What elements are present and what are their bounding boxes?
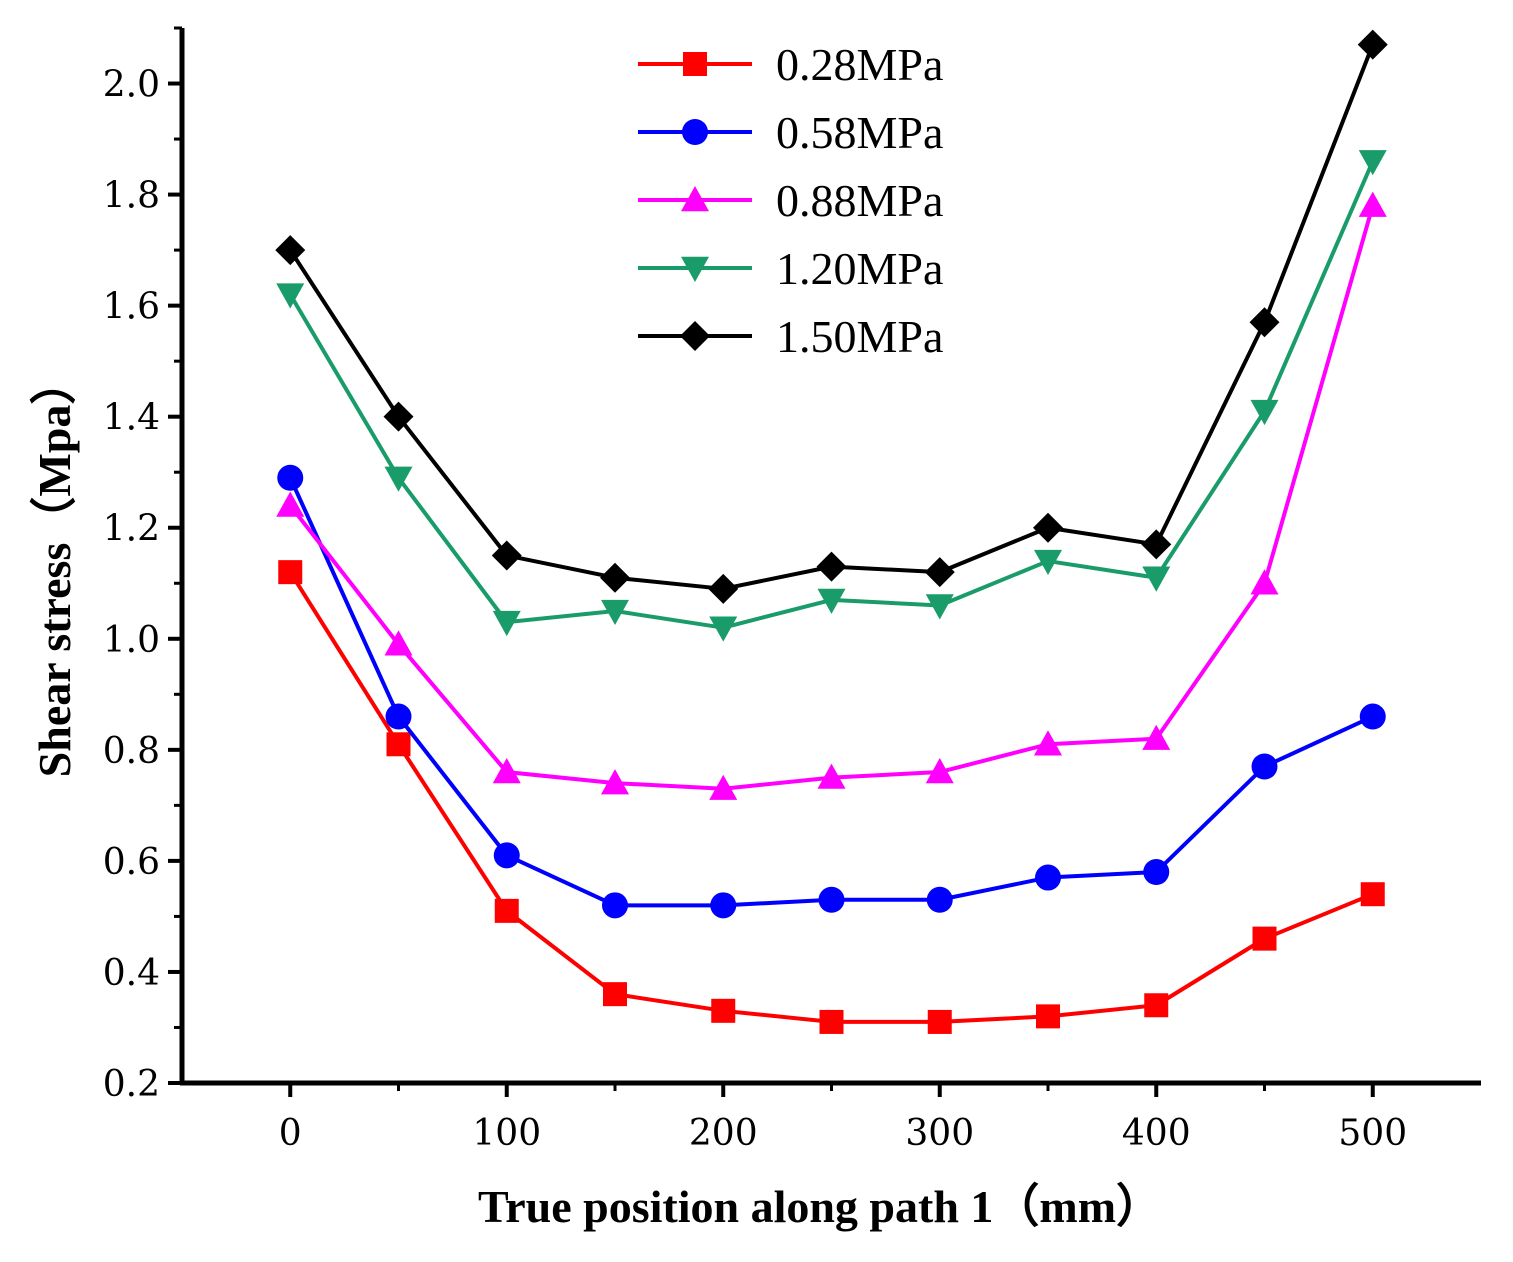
x-tick-label: 400 [1122, 1113, 1191, 1154]
data-point [1357, 29, 1388, 60]
y-tick-label: 2.0 [103, 65, 160, 106]
x-axis-title: True position along path 1（mm） [478, 1181, 1162, 1232]
data-point [386, 732, 411, 757]
data-point [927, 1009, 952, 1034]
data-point [1033, 512, 1063, 543]
data-point [493, 842, 520, 869]
x-tick-label: 0 [279, 1113, 302, 1154]
y-tick-label: 0.6 [103, 842, 160, 883]
legend-marker [682, 119, 708, 145]
x-tick-label: 200 [689, 1113, 758, 1154]
legend-label: 1.20MPa [776, 243, 943, 294]
x-tick-label: 300 [905, 1113, 974, 1154]
legend-marker [681, 256, 709, 282]
data-point [1142, 566, 1171, 592]
x-tick-label: 100 [472, 1113, 541, 1154]
data-point [1358, 150, 1387, 176]
data-point [1358, 191, 1387, 217]
ticks: 0 100 200 300 400 500 0.2 0.4 0.6 0.8 1.0 1.2 1.4 1.6… [103, 26, 1407, 1154]
legend-label: 1.50MPa [776, 311, 943, 362]
data-point [601, 769, 629, 795]
legend-label: 0.88MPa [776, 175, 943, 226]
data-point [710, 892, 737, 919]
series-0.28MPa [278, 560, 1385, 1034]
series-0.58MPa [277, 464, 1386, 919]
data-point [925, 758, 954, 784]
y-tick-label: 1.6 [103, 287, 160, 328]
data-point [1359, 703, 1386, 730]
data-point [1034, 730, 1062, 756]
y-axis-title: Shear stress（Mpa） [29, 359, 80, 778]
data-point [1251, 753, 1278, 780]
data-point [1252, 926, 1277, 951]
data-point [709, 774, 738, 800]
data-point [1144, 993, 1169, 1018]
y-tick-label: 1.0 [103, 620, 160, 661]
y-tick-label: 0.8 [103, 731, 160, 772]
legend-item: 1.20MPa [638, 243, 943, 294]
data-point [711, 998, 736, 1023]
data-point [603, 982, 627, 1007]
data-point [602, 892, 628, 919]
data-point [1034, 549, 1062, 576]
legend-marker [680, 321, 710, 351]
data-point [925, 594, 954, 620]
x-tick-label: 500 [1338, 1113, 1407, 1154]
series-1.50MPa [275, 29, 1388, 604]
legend-item: 0.88MPa [638, 175, 943, 226]
data-point [1250, 569, 1279, 595]
data-point [816, 551, 847, 582]
legend-marker [681, 186, 709, 212]
data-point [1141, 529, 1172, 560]
data-point [385, 703, 412, 730]
data-point [817, 588, 846, 614]
series-line [288, 571, 1374, 1024]
data-point [708, 573, 739, 604]
data-point [600, 562, 630, 593]
data-point [819, 1009, 844, 1034]
data-point [818, 886, 845, 913]
data-point [926, 886, 953, 913]
data-point [491, 540, 522, 571]
data-point [276, 283, 305, 309]
y-tick-label: 1.2 [103, 509, 160, 550]
data-point [817, 763, 846, 789]
legend: 0.28MPa 0.58MPa 0.88MPa 1.20MPa 1.50MPa [638, 39, 943, 362]
legend-marker [683, 52, 707, 76]
y-tick-label: 0.4 [103, 953, 160, 994]
data-point [1142, 724, 1171, 750]
series-0.88MPa [276, 191, 1387, 800]
legend-item: 0.58MPa [638, 107, 943, 158]
data-point [601, 599, 629, 626]
data-point [275, 235, 306, 266]
data-point [924, 557, 955, 588]
data-point [492, 758, 521, 784]
data-point [278, 560, 303, 585]
y-tick-label: 0.2 [103, 1064, 160, 1105]
legend-label: 0.28MPa [776, 39, 943, 90]
data-point [277, 464, 304, 491]
series-layer [275, 29, 1388, 1034]
data-point [1360, 882, 1385, 907]
data-point [1035, 864, 1061, 891]
data-point [492, 610, 521, 637]
data-point [384, 630, 413, 656]
data-point [1143, 859, 1170, 885]
series-1.20MPa [276, 150, 1387, 642]
data-point [1036, 1004, 1060, 1029]
series-line [288, 476, 1374, 908]
legend-item: 0.28MPa [638, 39, 943, 90]
data-point [1250, 399, 1279, 426]
y-tick-label: 1.8 [103, 176, 160, 217]
data-point [276, 491, 305, 517]
data-point [709, 616, 738, 642]
legend-item: 1.50MPa [638, 311, 943, 362]
y-tick-label: 1.4 [103, 398, 160, 439]
legend-label: 0.58MPa [776, 107, 943, 158]
data-point [384, 466, 413, 492]
data-point [383, 401, 414, 432]
data-point [1249, 307, 1280, 338]
data-point [494, 898, 519, 923]
